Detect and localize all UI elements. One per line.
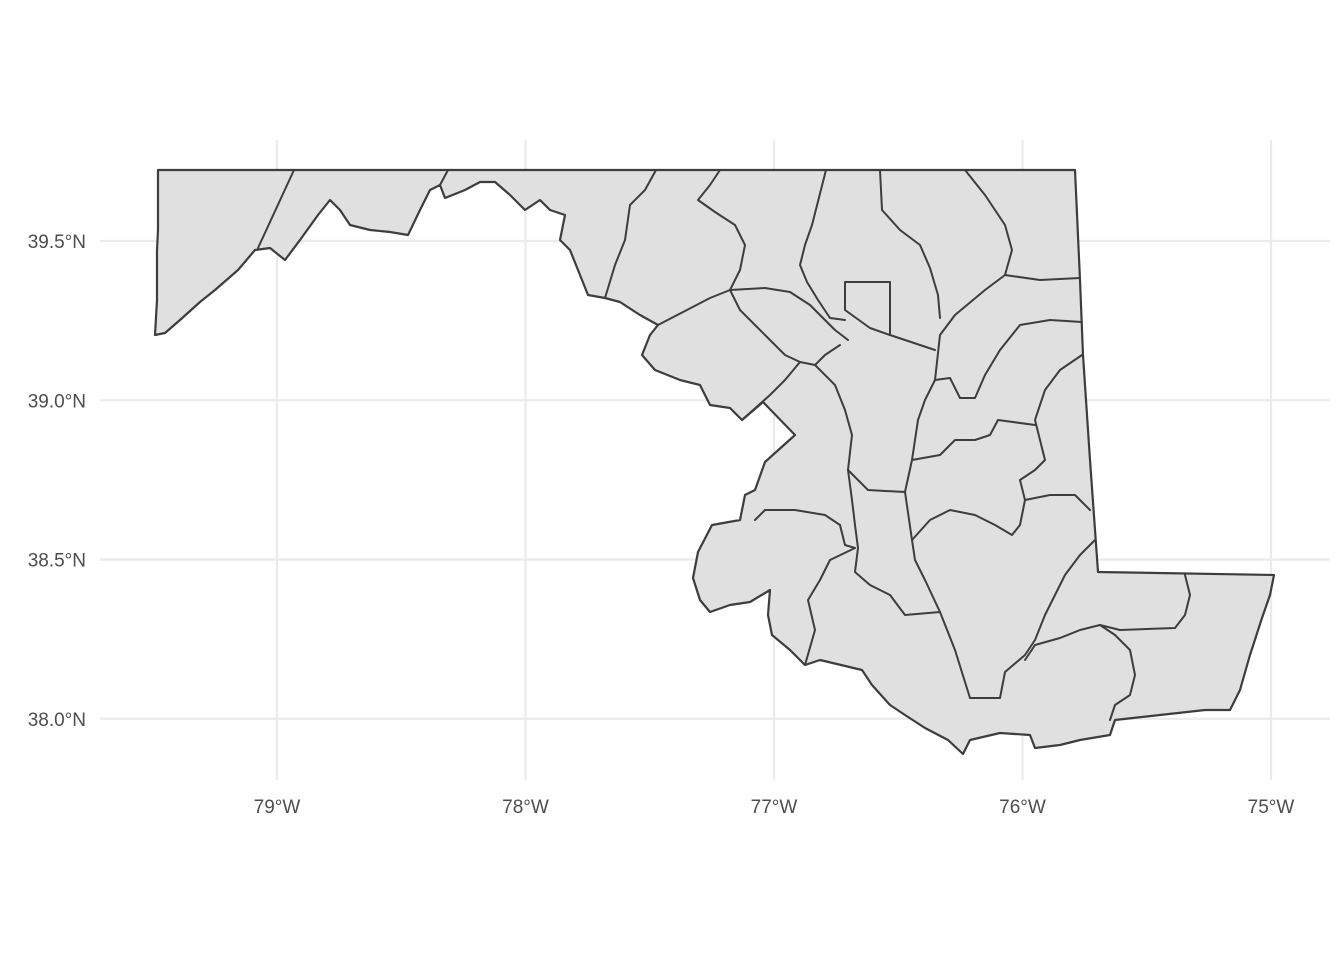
- x-tick-label: 78°W: [502, 797, 549, 818]
- county-border-dorchester-wicomico: [969, 539, 1096, 699]
- county-border-calvert-east: [904, 491, 971, 699]
- maryland-state-shape: [153, 168, 1276, 756]
- county-border-charles-pg: [754, 509, 856, 549]
- county-border-charles-stmarys: [804, 547, 856, 666]
- county-border-wicomico-worcester: [1034, 574, 1191, 646]
- x-tick-label: 75°W: [1248, 797, 1295, 818]
- county-border-frederick-carroll: [697, 169, 746, 291]
- state-outline: [153, 168, 1276, 756]
- county-border-garrett-allegany: [257, 169, 295, 249]
- county-border-harford-cecil: [964, 169, 1013, 276]
- county-border-anne-arundel-north: [889, 334, 936, 351]
- county-border-harford-baltimore-east: [934, 274, 1083, 399]
- y-tick-label: 39.0°N: [28, 391, 86, 412]
- county-border-allegany-washington: [439, 169, 449, 186]
- county-border-washington-frederick: [604, 169, 657, 299]
- county-border-queen-annes-talbot: [911, 419, 1036, 461]
- county-border-talbot-dorchester: [911, 499, 1026, 541]
- county-border-howard-north: [729, 289, 841, 366]
- y-tick-label: 38.0°N: [28, 710, 86, 731]
- county-border-carroll-baltimore: [799, 169, 846, 321]
- y-tick-label: 38.5°N: [28, 551, 86, 572]
- county-border-baltimore-harford: [879, 169, 941, 319]
- county-border-frederick-montgomery: [657, 287, 849, 341]
- axis-labels: 79°W 78°W 77°W 76°W 75°W 39.5°N 39.0°N 38.5°N 38…: [28, 232, 1295, 818]
- county-border-baltimore-city: [844, 281, 891, 336]
- county-border-somerset-north: [1024, 644, 1036, 661]
- county-border-pg-anne-arundel: [814, 364, 906, 493]
- county-border-somerset-worcester: [1099, 624, 1136, 721]
- x-tick-label: 77°W: [751, 797, 798, 818]
- county-border-kent-queen-annes: [1019, 354, 1091, 511]
- county-border-cecil-south: [1004, 274, 1081, 281]
- county-borders: [257, 169, 1191, 721]
- y-tick-label: 39.5°N: [28, 232, 86, 253]
- county-border-montgomery-pg: [741, 361, 801, 421]
- x-tick-label: 76°W: [999, 797, 1046, 818]
- county-border-calvert-west: [847, 469, 941, 616]
- x-tick-label: 79°W: [254, 797, 301, 818]
- county-border-anne-arundel-bay: [904, 379, 936, 493]
